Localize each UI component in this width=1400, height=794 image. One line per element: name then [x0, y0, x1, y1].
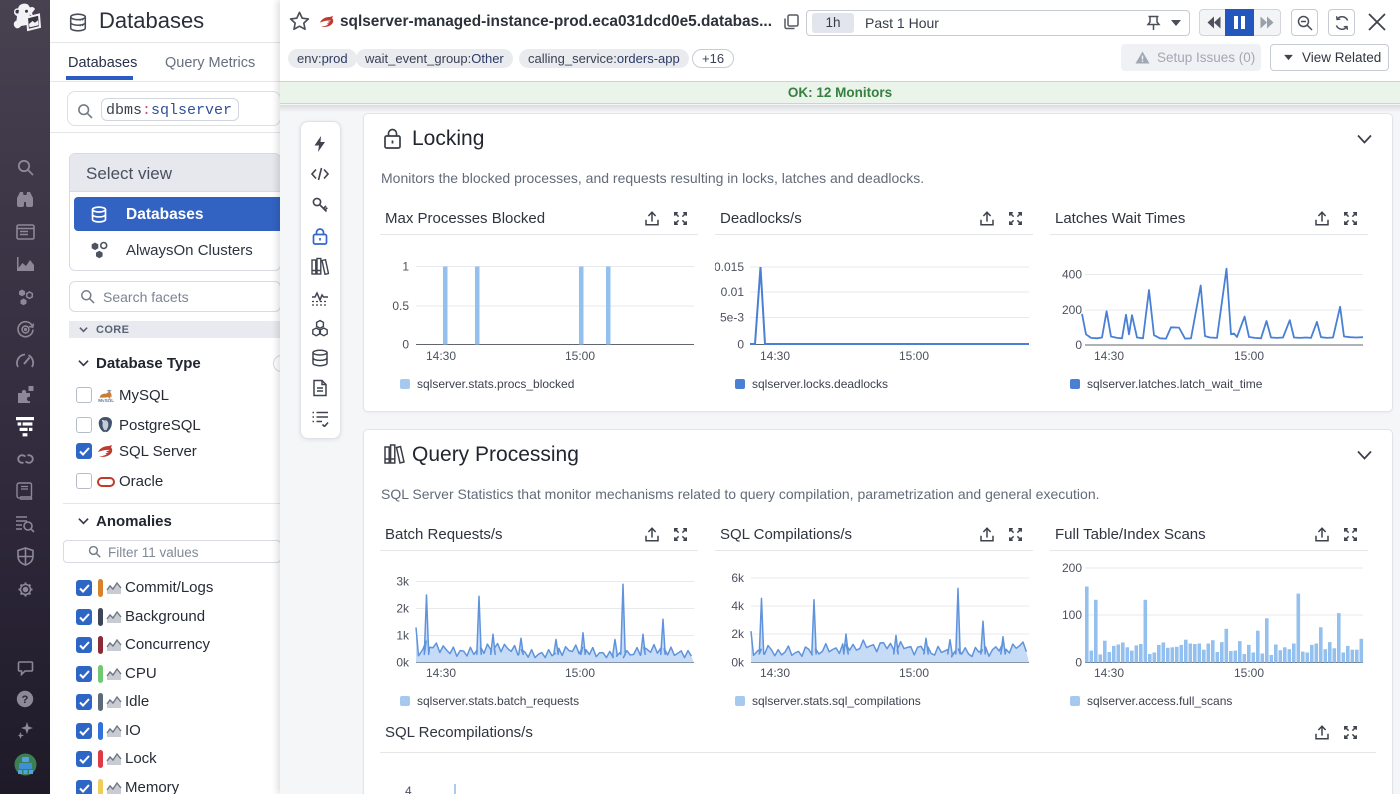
svg-text:200: 200: [1062, 561, 1082, 575]
svg-text:15:00: 15:00: [565, 666, 595, 680]
svg-text:15:00: 15:00: [899, 666, 929, 680]
svg-text:400: 400: [1062, 268, 1082, 282]
svg-text:?: ?: [22, 694, 29, 706]
svg-text:15:00: 15:00: [1234, 666, 1264, 680]
svg-text:15:00: 15:00: [1234, 349, 1264, 363]
svg-text:0.5: 0.5: [392, 299, 409, 313]
svg-text:5e-3: 5e-3: [720, 311, 744, 325]
svg-text:1k: 1k: [396, 629, 410, 643]
svg-text:4k: 4k: [731, 599, 745, 613]
svg-text:0: 0: [1075, 338, 1082, 352]
svg-text:2k: 2k: [396, 602, 410, 616]
svg-text:15:00: 15:00: [565, 349, 595, 363]
svg-text:0k: 0k: [396, 656, 410, 670]
svg-text:MySQL: MySQL: [98, 398, 114, 402]
svg-text:14:30: 14:30: [760, 349, 790, 363]
svg-text:14:30: 14:30: [1094, 349, 1124, 363]
svg-text:6k: 6k: [731, 571, 745, 585]
svg-text:14:30: 14:30: [426, 666, 456, 680]
svg-text:0: 0: [1075, 656, 1082, 670]
svg-text:14:30: 14:30: [1094, 666, 1124, 680]
svg-text:0.015: 0.015: [715, 260, 744, 274]
svg-text:15:00: 15:00: [899, 349, 929, 363]
svg-text:14:30: 14:30: [760, 666, 790, 680]
svg-text:0: 0: [737, 338, 744, 352]
svg-text:0k: 0k: [731, 656, 745, 670]
svg-text:200: 200: [1062, 303, 1082, 317]
svg-text:100: 100: [1062, 608, 1082, 622]
svg-text:2k: 2k: [731, 627, 745, 641]
svg-text:3k: 3k: [396, 575, 410, 589]
svg-text:1: 1: [402, 260, 409, 274]
svg-text:14:30: 14:30: [426, 349, 456, 363]
svg-text:0.01: 0.01: [721, 285, 745, 299]
svg-text:0: 0: [402, 338, 409, 352]
